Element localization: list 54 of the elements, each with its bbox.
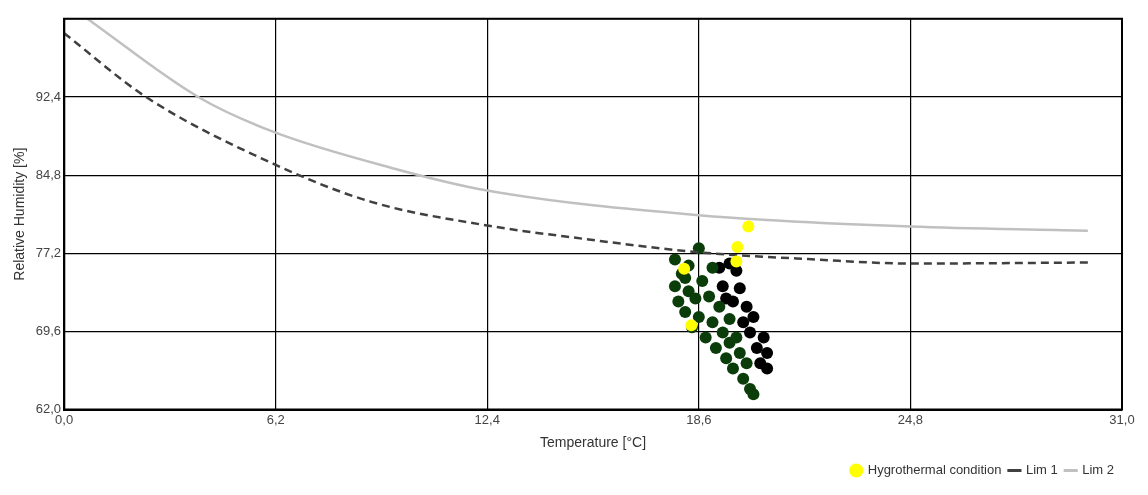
point: [720, 352, 733, 365]
x-tick-label: 24,8: [897, 411, 924, 427]
point: [706, 316, 719, 329]
point: [709, 341, 722, 354]
y-tick-label: 84,8: [35, 166, 62, 182]
y-tick-label: 77,2: [35, 244, 62, 260]
point: [731, 241, 744, 254]
point: [716, 280, 729, 293]
x-tick-label: 18,6: [686, 411, 712, 427]
point: [692, 242, 705, 255]
point: [689, 292, 702, 305]
point: [733, 282, 746, 295]
point: [692, 311, 705, 324]
x-tick-label: 31,0: [1109, 411, 1135, 427]
point: [679, 305, 692, 318]
point: [696, 275, 709, 288]
point: [713, 300, 726, 313]
y-axis-title: Relative Humidity [%]: [11, 147, 28, 281]
x-tick-label: 12,4: [474, 411, 500, 427]
point: [744, 326, 757, 339]
point: [761, 362, 774, 375]
point: [720, 292, 733, 305]
point: [750, 341, 763, 354]
point: [730, 255, 743, 268]
line-series: [64, 31, 1090, 265]
point: [737, 316, 750, 329]
point: [740, 357, 753, 370]
point: [747, 388, 760, 401]
point: [733, 347, 746, 360]
point: [757, 331, 770, 344]
y-tick-label: 92,4: [35, 88, 62, 104]
point: [678, 262, 691, 275]
point: [747, 311, 760, 324]
y-tick-label: 69,6: [35, 323, 62, 339]
point: [668, 280, 681, 293]
legend-label: Hygrothermal condition: [867, 462, 1002, 478]
line-series: [86, 18, 1090, 232]
legend-label: Lim 1: [1025, 462, 1058, 478]
point: [742, 220, 755, 233]
point: [699, 331, 712, 344]
point: [737, 372, 750, 385]
point: [723, 313, 736, 326]
x-tick-label: 6,2: [266, 411, 285, 427]
point: [726, 362, 739, 375]
point: [730, 331, 743, 344]
x-axis-title: Temperature [°C]: [540, 434, 647, 451]
point: [740, 300, 753, 313]
point: [672, 295, 685, 308]
point: [668, 253, 681, 266]
point: [716, 326, 729, 339]
point: [706, 261, 719, 274]
legend-label: Lim 2: [1082, 462, 1115, 478]
point: [761, 347, 774, 360]
point: [703, 290, 716, 303]
